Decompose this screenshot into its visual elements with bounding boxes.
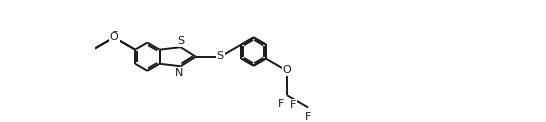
Text: N: N [175, 68, 183, 78]
Text: O: O [110, 31, 118, 41]
Text: O: O [283, 65, 292, 75]
Text: O: O [110, 32, 118, 42]
Text: S: S [217, 51, 224, 61]
Text: F: F [290, 100, 296, 110]
Text: S: S [177, 36, 185, 46]
Text: F: F [278, 99, 284, 109]
Text: F: F [305, 112, 311, 122]
